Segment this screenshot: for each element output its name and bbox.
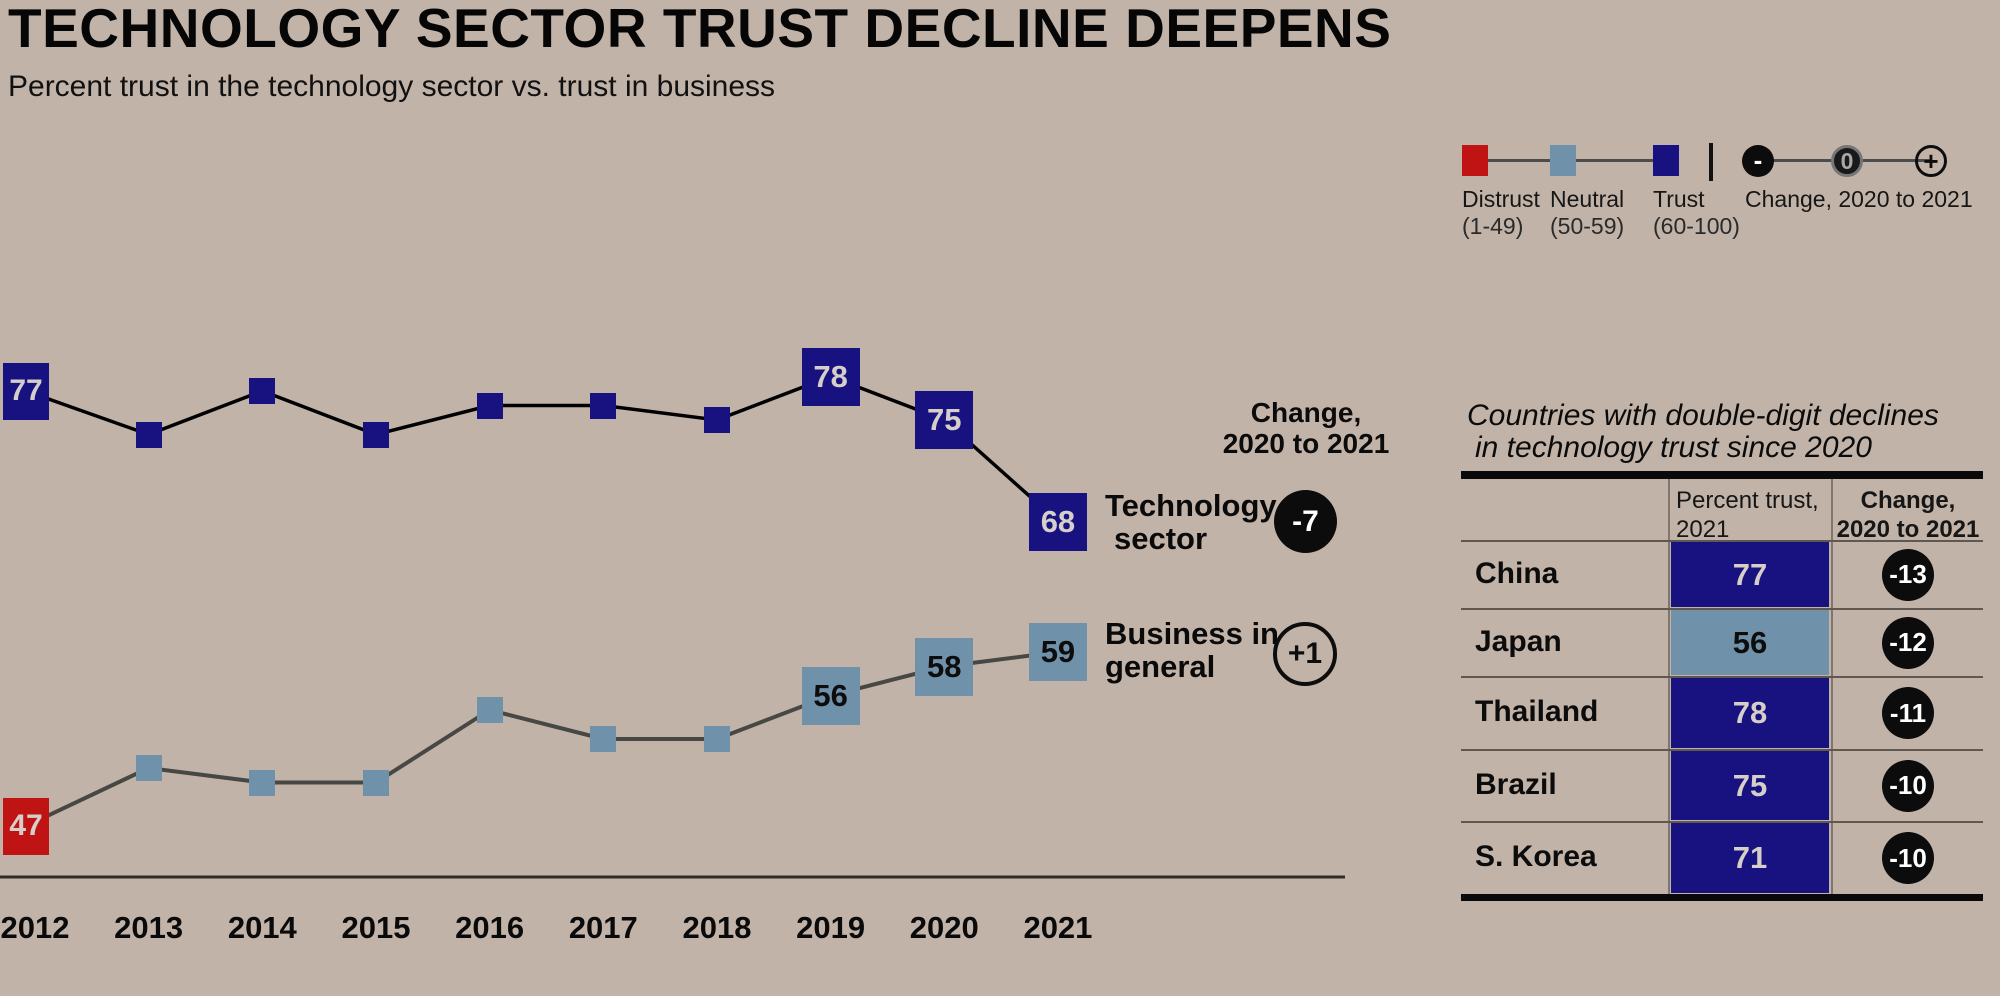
legend-distrust-label: Distrust <box>1462 186 1540 212</box>
marker-business-2016 <box>476 697 503 723</box>
table-title-line2: in technology trust since 2020 <box>1475 431 1872 464</box>
marker-business-2012: 47 <box>3 797 49 855</box>
table-change-badge: -13 <box>1882 548 1934 601</box>
tech-sector-label-line1: Technology <box>1105 488 1277 523</box>
table-value-cell: 56 <box>1671 610 1829 675</box>
x-tick-2014: 2014 <box>227 910 297 945</box>
table-change-badge: -10 <box>1882 759 1934 812</box>
table-row-divider-5 <box>1461 821 1983 823</box>
legend-distrust-swatch <box>1462 145 1488 176</box>
marker-business-2021: 59 <box>1028 623 1087 681</box>
table-title-line1: Countries with double-digit declines <box>1467 399 1939 432</box>
legend-neutral-range: (50-59) <box>1550 213 1625 239</box>
table-header-change-line2: 2020 to 2021 <box>1836 516 1980 543</box>
table-country-label: Japan <box>1475 624 1562 658</box>
marker-business-2017 <box>590 726 617 752</box>
x-tick-2018: 2018 <box>682 910 752 945</box>
table-value-cell: 77 <box>1671 542 1829 607</box>
tech-sector-label-line2: sector <box>1114 521 1208 556</box>
legend-zero-icon: 0 <box>1831 145 1863 177</box>
marker-tech-2012: 77 <box>3 362 49 420</box>
marker-tech-2021: 68 <box>1028 492 1087 551</box>
x-tick-2012: 2012 <box>0 910 70 945</box>
legend-trust-label: Trust <box>1653 186 1705 212</box>
table-row-divider-3 <box>1461 676 1983 678</box>
table-header-change: Change, 2020 to 2021 <box>1834 486 1982 544</box>
table-row-divider-1 <box>1461 540 1983 542</box>
tech-sector-label: Technology sector <box>1105 489 1277 555</box>
marker-tech-2014 <box>249 378 276 404</box>
marker-tech-2015 <box>362 421 389 448</box>
table-country-label: China <box>1475 556 1559 590</box>
business-label: Business in general <box>1105 617 1279 683</box>
marker-tech-2018 <box>703 407 730 433</box>
chart-change-header-line1: Change, <box>1250 397 1362 428</box>
tech-trust-line <box>25 374 1060 523</box>
page-title: TECHNOLOGY SECTOR TRUST DECLINE DEEPENS <box>8 0 1392 59</box>
marker-tech-2017 <box>590 392 617 419</box>
x-tick-2015: 2015 <box>341 910 411 945</box>
legend-neutral-swatch <box>1550 145 1576 176</box>
x-tick-2016: 2016 <box>455 910 525 945</box>
table-change-badge: -10 <box>1882 832 1934 884</box>
x-tick-2021: 2021 <box>1023 910 1093 945</box>
x-tick-2020: 2020 <box>909 910 979 945</box>
table-bottom-border <box>1461 894 1983 901</box>
tech-change-badge: -7 <box>1274 490 1337 553</box>
business-trust-line <box>25 650 1059 828</box>
table-change-badge: -11 <box>1882 687 1934 739</box>
legend-divider <box>1709 143 1713 181</box>
business-change-badge: +1 <box>1273 622 1337 686</box>
x-tick-2019: 2019 <box>796 910 866 945</box>
marker-tech-2019: 78 <box>801 347 860 406</box>
table-top-border <box>1461 471 1983 479</box>
page-subtitle: Percent trust in the technology sector v… <box>8 70 776 103</box>
legend-neutral-label: Neutral <box>1550 186 1625 212</box>
legend-distrust-range: (1-49) <box>1462 213 1524 239</box>
table-column-divider-1 <box>1668 479 1670 894</box>
table-value-cell: 75 <box>1671 751 1829 820</box>
marker-business-2020: 58 <box>915 637 974 696</box>
chart-change-header: Change, 2020 to 2021 <box>1156 397 1456 459</box>
x-tick-2013: 2013 <box>114 910 184 945</box>
table-change-badge: -12 <box>1882 616 1934 669</box>
chart-change-header-line2: 2020 to 2021 <box>1222 428 1390 459</box>
marker-business-2019: 56 <box>801 666 860 725</box>
table-value-cell: 78 <box>1671 678 1829 748</box>
table-header-percent-line2: 2021 <box>1676 516 1730 543</box>
marker-tech-2013 <box>135 421 162 448</box>
business-label-line1: Business in <box>1105 616 1279 651</box>
table-country-label: Brazil <box>1475 767 1557 801</box>
x-tick-2017: 2017 <box>568 910 638 945</box>
table-country-label: S. Korea <box>1475 840 1597 873</box>
legend-trust-range: (60-100) <box>1653 213 1740 239</box>
table-row-divider-2 <box>1461 608 1983 610</box>
table-header-change-line1: Change, <box>1860 487 1956 514</box>
table-header-percent-line1: Percent trust, <box>1676 487 1819 514</box>
table-country-label: Thailand <box>1475 695 1599 728</box>
table-column-divider-2 <box>1831 479 1833 894</box>
legend-minus-icon: - <box>1742 145 1774 177</box>
table-header-percent-trust: Percent trust, 2021 <box>1676 486 1819 544</box>
marker-business-2013 <box>135 755 162 781</box>
table-value-cell: 71 <box>1671 823 1829 893</box>
marker-tech-2020: 75 <box>915 391 974 449</box>
marker-business-2014 <box>249 769 276 796</box>
legend-change-label: Change, 2020 to 2021 <box>1745 186 1973 212</box>
marker-business-2015 <box>362 769 389 796</box>
legend-trust-swatch <box>1653 145 1679 176</box>
marker-tech-2016 <box>476 392 503 419</box>
marker-business-2018 <box>703 726 730 752</box>
table-row-divider-4 <box>1461 749 1983 751</box>
business-label-line2: general <box>1105 649 1216 684</box>
legend-plus-icon: + <box>1915 145 1947 177</box>
